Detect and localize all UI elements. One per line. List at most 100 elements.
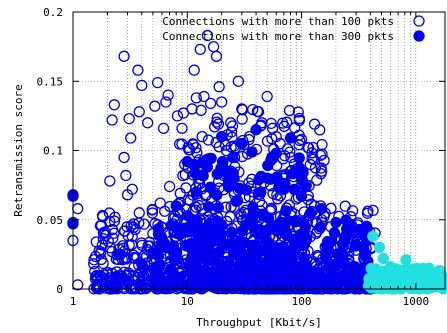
data-point-filled [240, 264, 252, 276]
data-point-open [123, 112, 135, 125]
data-point-filled [234, 250, 246, 262]
data-point-open [123, 275, 135, 287]
x-tick-label: 1 [70, 295, 77, 308]
data-point-open [96, 209, 109, 222]
data-point-open [138, 218, 150, 230]
data-point-filled [112, 248, 125, 261]
data-point-open [216, 96, 228, 108]
data-point-open [120, 169, 132, 182]
data-point-open [136, 79, 148, 92]
data-point-open [315, 168, 327, 180]
data-point-open [160, 96, 172, 108]
data-point-open [208, 121, 221, 133]
data-point-filled [424, 274, 436, 286]
data-point-filled [246, 210, 259, 222]
data-point-filled [236, 225, 249, 237]
data-point-open [367, 204, 379, 217]
data-point-open [210, 50, 223, 62]
data-point-open [110, 273, 122, 286]
data-point-filled [340, 214, 352, 226]
data-point-open [306, 152, 318, 165]
data-point-filled [215, 162, 227, 174]
data-point-open [106, 114, 118, 126]
data-point-filled [298, 229, 311, 241]
data-point-open [202, 134, 215, 146]
data-point-filled [283, 263, 296, 275]
data-point-open [104, 175, 116, 187]
data-point-filled [284, 132, 297, 144]
data-point-open [133, 217, 145, 229]
data-point-open [163, 180, 176, 193]
data-point-open [265, 117, 277, 130]
data-point-filled [304, 207, 317, 219]
data-point-open [118, 50, 130, 62]
data-point-filled [377, 252, 390, 265]
data-point-filled [298, 252, 310, 264]
data-point-filled [293, 152, 305, 164]
data-point-filled [192, 242, 204, 254]
data-point-filled [205, 152, 217, 164]
data-point-open [174, 187, 186, 200]
data-point-filled [273, 258, 286, 270]
data-point-filled [190, 223, 202, 236]
data-point-filled [293, 161, 306, 174]
data-point-filled [246, 240, 258, 252]
data-point-open [307, 141, 319, 154]
axis-ticks: 1 10 100 1000 0 0.05 0.1 0.15 0.2 [37, 6, 445, 308]
data-point-open [177, 107, 190, 119]
data-point-filled [226, 227, 238, 239]
data-point-open [308, 118, 321, 130]
y-tick-label: 0.2 [43, 6, 63, 19]
data-point-filled [320, 279, 332, 292]
data-point-filled [339, 271, 351, 283]
data-point-filled [216, 130, 228, 143]
data-point-open [108, 215, 121, 227]
data-point-open [116, 270, 128, 282]
data-point-open [118, 151, 130, 164]
data-point-open [176, 122, 188, 134]
data-point-filled [170, 200, 182, 212]
data-point-filled [331, 248, 343, 260]
data-point-open [151, 76, 164, 89]
data-point-filled [167, 270, 179, 282]
data-point-open [96, 239, 108, 251]
data-point-filled [273, 181, 285, 193]
x-tick-label: 10 [181, 295, 194, 308]
data-point-open [121, 221, 133, 233]
data-point-open [226, 120, 239, 132]
y-tick-label: 0 [56, 283, 63, 296]
data-point-open [247, 103, 259, 116]
data-point-filled [246, 146, 258, 158]
data-point-open [125, 132, 137, 144]
data-point-open [278, 120, 290, 132]
data-point-open [201, 29, 214, 42]
data-point-filled [365, 282, 378, 294]
data-point-open [122, 267, 135, 279]
data-point-open [236, 113, 248, 125]
data-point-filled [349, 240, 361, 252]
data-point-filled [339, 258, 351, 271]
data-point-filled [304, 273, 316, 286]
data-point-filled [300, 262, 312, 274]
data-point-open [284, 146, 296, 158]
data-point-open [96, 271, 108, 283]
series-more-than-300-pkts [67, 124, 382, 295]
data-point-filled [351, 277, 363, 289]
legend-label-300-pkts: Connections with more than 300 pkts [162, 30, 394, 43]
data-point-filled [194, 282, 207, 294]
data-point-filled [170, 246, 183, 258]
data-point-filled [349, 262, 361, 274]
data-point-open [261, 135, 274, 147]
data-point-filled [296, 174, 308, 186]
y-tick-label: 0.1 [43, 145, 63, 158]
data-point-open [232, 75, 245, 87]
legend-open-circle-icon [413, 15, 425, 27]
x-axis-label: Throughput [Kbit/s] [196, 316, 322, 329]
data-point-open [190, 142, 202, 154]
data-point-open [196, 130, 208, 143]
data-point-open [266, 122, 279, 134]
data-point-filled [330, 216, 342, 229]
data-point-filled [221, 267, 233, 279]
data-point-filled [225, 239, 237, 251]
data-point-open [146, 207, 159, 219]
